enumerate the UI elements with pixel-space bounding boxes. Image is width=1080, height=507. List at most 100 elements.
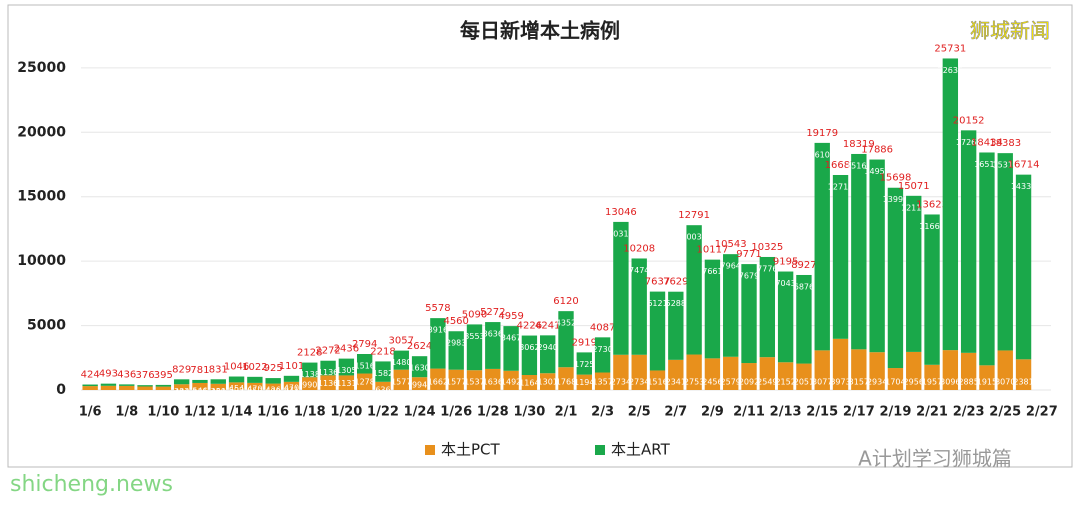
bar-segment xyxy=(814,142,830,351)
segment-label: 1194 xyxy=(574,378,594,387)
segment-label: 1577 xyxy=(446,378,466,387)
total-label: 1022 xyxy=(242,362,267,373)
bar-segment xyxy=(393,369,409,390)
segment-label: 426 xyxy=(266,386,281,395)
segment-label: 4352 xyxy=(556,319,576,328)
total-label: 4959 xyxy=(498,311,523,322)
segment-label: 1301 xyxy=(538,378,558,387)
segment-label: 6121 xyxy=(647,299,667,308)
bar-segment xyxy=(265,383,281,390)
segment-label: 2549 xyxy=(757,378,777,387)
segment-label: 7679 xyxy=(739,272,759,281)
bar-segment xyxy=(704,358,721,390)
segment-label: 3157 xyxy=(849,378,869,387)
segment-label: 12115 xyxy=(901,203,926,212)
bar-segment xyxy=(100,383,117,386)
segment-label: 1582 xyxy=(373,369,393,378)
total-label: 4087 xyxy=(590,322,615,333)
segment-label: 5288 xyxy=(666,299,686,308)
bar-segment xyxy=(686,225,702,355)
legend-swatch xyxy=(425,445,435,455)
total-label: 18319 xyxy=(843,139,875,150)
segment-label: 3973 xyxy=(830,378,850,387)
segment-label: 499 xyxy=(266,387,281,396)
total-label: 7637 xyxy=(645,277,670,288)
bar-segment xyxy=(558,311,574,368)
total-label: 10117 xyxy=(697,245,729,256)
total-label: 9195 xyxy=(773,257,798,268)
segment-label: 10312 xyxy=(608,229,633,238)
bar-segment xyxy=(924,364,940,390)
bar-segment xyxy=(82,384,98,387)
total-label: 3057 xyxy=(389,336,414,347)
bar-segment xyxy=(302,362,318,378)
segment-label: 1725 xyxy=(574,360,594,369)
bar-segment xyxy=(210,383,226,390)
segment-label: 1537 xyxy=(464,378,484,387)
segment-label: 1480 xyxy=(391,358,411,367)
bar-segment xyxy=(649,291,666,371)
segment-label: 1136 xyxy=(318,368,338,377)
bar-segment xyxy=(686,354,702,390)
bar-segment xyxy=(247,382,263,390)
bar-segment xyxy=(100,385,117,390)
total-label: 10543 xyxy=(715,239,747,250)
bar-segment xyxy=(814,350,830,390)
segment-label: 1630 xyxy=(409,364,429,373)
segment-label: 303 xyxy=(83,390,98,399)
total-label: 7629 xyxy=(663,277,688,288)
bar-segment xyxy=(155,384,172,387)
total-label: 19179 xyxy=(806,128,838,139)
segment-label: 1577 xyxy=(391,378,411,387)
bar-segment xyxy=(82,386,98,390)
total-label: 4241 xyxy=(535,320,560,331)
segment-label: 1136 xyxy=(318,379,338,388)
segment-label: 1138 xyxy=(300,370,320,379)
legend-label: 本土PCT xyxy=(441,441,501,459)
bar-segment xyxy=(192,379,208,383)
total-label: 2218 xyxy=(370,346,395,357)
bar-segment xyxy=(759,357,776,390)
bar-segment xyxy=(631,354,647,390)
segment-label: 1516 xyxy=(647,378,667,387)
total-label: 20152 xyxy=(953,115,985,126)
total-label: 18383 xyxy=(989,138,1021,149)
segment-label: 17267 xyxy=(956,138,981,147)
segment-label: 6876 xyxy=(794,282,814,291)
x-tick-label: 2/21 xyxy=(916,405,948,420)
total-label: 1101 xyxy=(279,361,304,372)
segment-label: 2579 xyxy=(721,378,741,387)
segment-label: 273 xyxy=(137,390,152,399)
segment-label: 1357 xyxy=(592,378,612,387)
segment-label: 2885 xyxy=(958,378,978,387)
segment-label: 446 xyxy=(174,388,189,397)
segment-label: 2051 xyxy=(794,378,814,387)
bar-segment xyxy=(649,370,666,390)
segment-label: 3553 xyxy=(464,332,484,341)
bar-segment xyxy=(356,373,373,390)
bar-segment xyxy=(741,363,757,390)
segment-label: 994 xyxy=(412,381,427,390)
total-label: 10325 xyxy=(751,242,783,253)
segment-label: 1516 xyxy=(354,362,374,371)
bar-segment xyxy=(320,360,336,376)
segment-label: 470 xyxy=(247,384,262,393)
segment-label: 3467 xyxy=(501,334,521,343)
segment-label: 2734 xyxy=(611,378,631,387)
bar-segment xyxy=(356,354,373,374)
x-tick-label: 1/10 xyxy=(147,405,179,420)
bar-segment xyxy=(558,367,574,390)
bar-segment xyxy=(521,335,538,376)
watermark: A计划学习狮城篇 xyxy=(858,447,1012,471)
bar-segment xyxy=(1015,359,1032,390)
total-label: 1046 xyxy=(224,362,249,373)
x-tick-label: 1/24 xyxy=(404,405,436,420)
bar-segment xyxy=(1015,174,1032,360)
segment-label: 1164 xyxy=(519,379,539,388)
bar-segment xyxy=(338,375,355,390)
segment-label: 7964 xyxy=(721,262,741,271)
x-tick-label: 2/17 xyxy=(843,405,875,420)
total-label: 395 xyxy=(154,370,173,381)
total-label: 15698 xyxy=(880,173,912,184)
total-label: 16714 xyxy=(1008,160,1040,171)
